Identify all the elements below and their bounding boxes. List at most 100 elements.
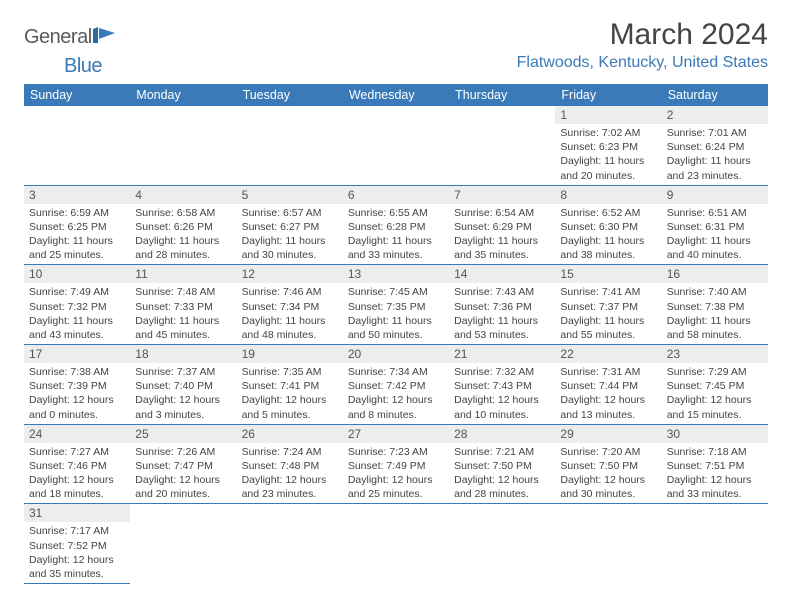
day-number: 1 — [555, 106, 661, 124]
calendar-cell: 27Sunrise: 7:23 AMSunset: 7:49 PMDayligh… — [343, 424, 449, 504]
day-number: 23 — [662, 345, 768, 363]
calendar-cell: 14Sunrise: 7:43 AMSunset: 7:36 PMDayligh… — [449, 265, 555, 345]
logo-blue: Blue — [64, 55, 102, 77]
day-info: Sunrise: 7:49 AMSunset: 7:32 PMDaylight:… — [24, 283, 130, 344]
day-info: Sunrise: 6:52 AMSunset: 6:30 PMDaylight:… — [555, 204, 661, 265]
calendar-cell: 20Sunrise: 7:34 AMSunset: 7:42 PMDayligh… — [343, 345, 449, 425]
day-info: Sunrise: 6:55 AMSunset: 6:28 PMDaylight:… — [343, 204, 449, 265]
calendar-cell: 30Sunrise: 7:18 AMSunset: 7:51 PMDayligh… — [662, 424, 768, 504]
calendar-cell: 31Sunrise: 7:17 AMSunset: 7:52 PMDayligh… — [24, 504, 130, 584]
day-number: 22 — [555, 345, 661, 363]
logo-flag-icon — [93, 26, 119, 49]
day-info: Sunrise: 6:59 AMSunset: 6:25 PMDaylight:… — [24, 204, 130, 265]
calendar-cell: 18Sunrise: 7:37 AMSunset: 7:40 PMDayligh… — [130, 345, 236, 425]
location: Flatwoods, Kentucky, United States — [517, 54, 768, 72]
title-block: March 2024 Flatwoods, Kentucky, United S… — [517, 18, 768, 72]
day-number: 8 — [555, 186, 661, 204]
calendar-cell — [130, 504, 236, 584]
day-info: Sunrise: 7:01 AMSunset: 6:24 PMDaylight:… — [662, 124, 768, 185]
weekday-header: Tuesday — [237, 84, 343, 106]
calendar-cell: 4Sunrise: 6:58 AMSunset: 6:26 PMDaylight… — [130, 185, 236, 265]
day-number: 19 — [237, 345, 343, 363]
calendar-table: SundayMondayTuesdayWednesdayThursdayFrid… — [24, 84, 768, 584]
calendar-cell: 8Sunrise: 6:52 AMSunset: 6:30 PMDaylight… — [555, 185, 661, 265]
day-number: 5 — [237, 186, 343, 204]
day-info: Sunrise: 7:48 AMSunset: 7:33 PMDaylight:… — [130, 283, 236, 344]
calendar-cell: 10Sunrise: 7:49 AMSunset: 7:32 PMDayligh… — [24, 265, 130, 345]
day-number: 29 — [555, 425, 661, 443]
calendar-cell — [343, 106, 449, 185]
calendar-cell — [449, 504, 555, 584]
calendar-cell: 28Sunrise: 7:21 AMSunset: 7:50 PMDayligh… — [449, 424, 555, 504]
day-info: Sunrise: 7:46 AMSunset: 7:34 PMDaylight:… — [237, 283, 343, 344]
calendar-cell: 17Sunrise: 7:38 AMSunset: 7:39 PMDayligh… — [24, 345, 130, 425]
day-info: Sunrise: 6:54 AMSunset: 6:29 PMDaylight:… — [449, 204, 555, 265]
day-number: 28 — [449, 425, 555, 443]
day-info: Sunrise: 7:27 AMSunset: 7:46 PMDaylight:… — [24, 443, 130, 504]
day-number: 9 — [662, 186, 768, 204]
calendar-cell: 6Sunrise: 6:55 AMSunset: 6:28 PMDaylight… — [343, 185, 449, 265]
calendar-cell: 1Sunrise: 7:02 AMSunset: 6:23 PMDaylight… — [555, 106, 661, 185]
calendar-cell: 26Sunrise: 7:24 AMSunset: 7:48 PMDayligh… — [237, 424, 343, 504]
month-title: March 2024 — [517, 18, 768, 52]
day-info: Sunrise: 7:20 AMSunset: 7:50 PMDaylight:… — [555, 443, 661, 504]
day-number: 27 — [343, 425, 449, 443]
weekday-header: Friday — [555, 84, 661, 106]
day-number: 21 — [449, 345, 555, 363]
day-info: Sunrise: 7:18 AMSunset: 7:51 PMDaylight:… — [662, 443, 768, 504]
calendar-body: 1Sunrise: 7:02 AMSunset: 6:23 PMDaylight… — [24, 106, 768, 584]
day-info: Sunrise: 7:02 AMSunset: 6:23 PMDaylight:… — [555, 124, 661, 185]
logo-text: GeneralBlue — [24, 26, 119, 78]
calendar-cell: 21Sunrise: 7:32 AMSunset: 7:43 PMDayligh… — [449, 345, 555, 425]
day-info: Sunrise: 7:24 AMSunset: 7:48 PMDaylight:… — [237, 443, 343, 504]
calendar-cell: 3Sunrise: 6:59 AMSunset: 6:25 PMDaylight… — [24, 185, 130, 265]
calendar-cell — [343, 504, 449, 584]
day-number: 17 — [24, 345, 130, 363]
day-number: 26 — [237, 425, 343, 443]
day-info: Sunrise: 6:51 AMSunset: 6:31 PMDaylight:… — [662, 204, 768, 265]
calendar-cell: 12Sunrise: 7:46 AMSunset: 7:34 PMDayligh… — [237, 265, 343, 345]
day-info: Sunrise: 7:32 AMSunset: 7:43 PMDaylight:… — [449, 363, 555, 424]
day-info: Sunrise: 7:23 AMSunset: 7:49 PMDaylight:… — [343, 443, 449, 504]
calendar-cell: 16Sunrise: 7:40 AMSunset: 7:38 PMDayligh… — [662, 265, 768, 345]
day-info: Sunrise: 7:21 AMSunset: 7:50 PMDaylight:… — [449, 443, 555, 504]
day-number: 12 — [237, 265, 343, 283]
calendar-cell: 29Sunrise: 7:20 AMSunset: 7:50 PMDayligh… — [555, 424, 661, 504]
day-info: Sunrise: 7:37 AMSunset: 7:40 PMDaylight:… — [130, 363, 236, 424]
weekday-header: Wednesday — [343, 84, 449, 106]
calendar-cell: 23Sunrise: 7:29 AMSunset: 7:45 PMDayligh… — [662, 345, 768, 425]
calendar-cell: 19Sunrise: 7:35 AMSunset: 7:41 PMDayligh… — [237, 345, 343, 425]
calendar-cell — [662, 504, 768, 584]
day-number: 7 — [449, 186, 555, 204]
calendar-cell — [449, 106, 555, 185]
day-number: 25 — [130, 425, 236, 443]
day-info: Sunrise: 7:45 AMSunset: 7:35 PMDaylight:… — [343, 283, 449, 344]
day-info: Sunrise: 7:26 AMSunset: 7:47 PMDaylight:… — [130, 443, 236, 504]
calendar-head: SundayMondayTuesdayWednesdayThursdayFrid… — [24, 84, 768, 106]
calendar-cell: 7Sunrise: 6:54 AMSunset: 6:29 PMDaylight… — [449, 185, 555, 265]
day-info: Sunrise: 7:17 AMSunset: 7:52 PMDaylight:… — [24, 522, 130, 583]
day-info: Sunrise: 6:57 AMSunset: 6:27 PMDaylight:… — [237, 204, 343, 265]
header: GeneralBlue March 2024 Flatwoods, Kentuc… — [24, 18, 768, 78]
weekday-header: Monday — [130, 84, 236, 106]
calendar-cell: 15Sunrise: 7:41 AMSunset: 7:37 PMDayligh… — [555, 265, 661, 345]
day-info: Sunrise: 7:29 AMSunset: 7:45 PMDaylight:… — [662, 363, 768, 424]
day-number: 13 — [343, 265, 449, 283]
day-number: 31 — [24, 504, 130, 522]
day-info: Sunrise: 7:35 AMSunset: 7:41 PMDaylight:… — [237, 363, 343, 424]
calendar-cell — [237, 504, 343, 584]
calendar-cell: 5Sunrise: 6:57 AMSunset: 6:27 PMDaylight… — [237, 185, 343, 265]
day-info: Sunrise: 7:34 AMSunset: 7:42 PMDaylight:… — [343, 363, 449, 424]
logo: GeneralBlue — [24, 26, 119, 78]
calendar-cell: 24Sunrise: 7:27 AMSunset: 7:46 PMDayligh… — [24, 424, 130, 504]
day-number: 3 — [24, 186, 130, 204]
calendar-cell: 22Sunrise: 7:31 AMSunset: 7:44 PMDayligh… — [555, 345, 661, 425]
day-info: Sunrise: 7:31 AMSunset: 7:44 PMDaylight:… — [555, 363, 661, 424]
day-number: 11 — [130, 265, 236, 283]
day-number: 15 — [555, 265, 661, 283]
calendar-cell — [555, 504, 661, 584]
day-info: Sunrise: 7:41 AMSunset: 7:37 PMDaylight:… — [555, 283, 661, 344]
calendar-cell: 9Sunrise: 6:51 AMSunset: 6:31 PMDaylight… — [662, 185, 768, 265]
calendar-cell: 11Sunrise: 7:48 AMSunset: 7:33 PMDayligh… — [130, 265, 236, 345]
calendar-cell — [237, 106, 343, 185]
